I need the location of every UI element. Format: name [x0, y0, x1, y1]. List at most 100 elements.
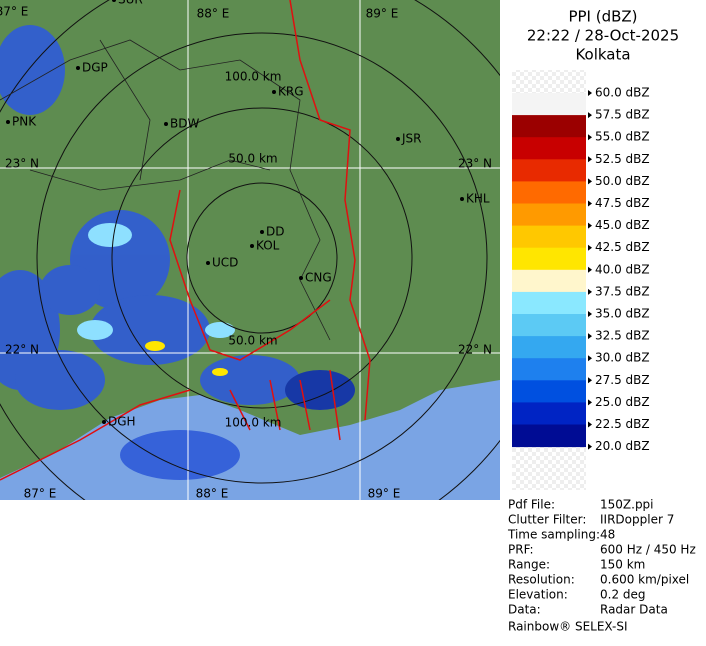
city-label: SUR [118, 0, 143, 7]
sea [0, 380, 500, 500]
city-dot [396, 137, 400, 141]
city-label: PNK [12, 115, 37, 129]
legend-label: 27.5 dBZ [595, 373, 650, 387]
legend-label: 22.5 dBZ [595, 417, 650, 431]
grid-label: 22° N [458, 343, 492, 357]
range-label: 50.0 km [228, 152, 277, 166]
legend-label: 20.0 dBZ [595, 439, 650, 453]
range-label: 100.0 km [225, 70, 282, 84]
range-rings [0, 0, 500, 500]
city-dot [6, 120, 10, 124]
city-label: DGH [108, 415, 136, 429]
city-label: DGP [82, 61, 108, 75]
legend-label: 30.0 dBZ [595, 351, 650, 365]
info-value: 48 [600, 528, 615, 542]
legend-label: 57.5 dBZ [595, 108, 650, 122]
legend-label: 45.0 dBZ [595, 218, 650, 232]
tick-arrow [588, 156, 592, 163]
color-band [512, 115, 586, 138]
legend-label: 32.5 dBZ [595, 329, 650, 343]
legend-label: 55.0 dBZ [595, 130, 650, 144]
grid-label: 88° E [197, 7, 230, 21]
legend-label: 47.5 dBZ [595, 196, 650, 210]
city-dot [164, 122, 168, 126]
grid-label: 89° E [366, 7, 399, 21]
tick-arrow [588, 377, 592, 384]
range-label: 50.0 km [228, 334, 277, 348]
grid-label: 89° E [368, 487, 401, 501]
tick-arrow [588, 288, 592, 295]
info-key: Clutter Filter: [508, 513, 586, 527]
tick-arrow [588, 443, 592, 450]
city-dot [272, 90, 276, 94]
legend-label: 37.5 dBZ [595, 284, 650, 298]
tick-arrow [588, 112, 592, 119]
tick-arrow [588, 311, 592, 317]
city-label: KRG [278, 85, 304, 99]
city-dot [112, 0, 116, 2]
color-band [512, 137, 586, 160]
tick-arrow [588, 355, 592, 362]
info-value: 150Z.ppi [600, 498, 654, 512]
radar-map: 87° E 88° E 89° E 23° N 23° N 22° N 22° N 87° E… [0, 0, 500, 501]
tick-arrow [588, 134, 592, 141]
info-value: 0.600 km/pixel [600, 573, 689, 587]
tick-arrow [588, 244, 592, 251]
city-label: JSR [401, 132, 422, 146]
city-dot [460, 197, 464, 201]
district-borders [0, 39, 331, 341]
color-band [512, 402, 586, 425]
grid-label: 87° E [24, 487, 57, 501]
info-value: 0.2 deg [600, 588, 646, 602]
color-band [512, 269, 586, 293]
tick-arrow [588, 178, 592, 185]
legend-label: 25.0 dBZ [595, 395, 650, 409]
color-band [512, 424, 586, 448]
city-dot [102, 420, 106, 424]
city-label: UCD [212, 256, 238, 270]
city-dot [299, 276, 303, 280]
rain-heavy [145, 341, 228, 376]
city-dot [76, 66, 80, 70]
legend-label: 52.5 dBZ [595, 152, 650, 166]
legend-label: 42.5 dBZ [595, 240, 650, 254]
graticule [0, 0, 500, 500]
color-band [512, 336, 586, 359]
tick-arrow [588, 333, 592, 340]
tick-arrow [588, 421, 592, 428]
info-key: Data: [508, 603, 541, 617]
info-value: Radar Data [600, 603, 668, 617]
color-band [512, 181, 586, 204]
grid-label: 23° N [5, 157, 39, 171]
range-label: 100.0 km [225, 416, 282, 430]
tick-arrow [588, 222, 592, 229]
city-label: KHL [466, 192, 490, 206]
legend-label: 40.0 dBZ [595, 262, 650, 276]
footer: Rainbow® SELEX-SI [508, 620, 628, 634]
grid-label: 88° E [196, 487, 229, 501]
legend-label: 60.0 dBZ [595, 86, 650, 100]
color-band [512, 247, 586, 271]
tick-arrow [588, 399, 592, 406]
info-value: 150 km [600, 558, 645, 572]
info-panel: Pdf File: 150Z.ppi Clutter Filter: IIRDoppl… [507, 498, 696, 634]
datetime: 22:22 / 28-Oct-2025 [527, 27, 679, 45]
city-label: BDW [170, 117, 199, 131]
tick-arrow [588, 200, 592, 207]
info-value: IIRDoppler 7 [600, 513, 674, 527]
info-key: Elevation: [508, 588, 568, 602]
city-label: CNG [305, 271, 332, 285]
info-key: PRF: [508, 543, 534, 557]
city-dot [260, 230, 264, 234]
rain-echoes [0, 25, 355, 480]
city-label: KOL [256, 239, 280, 253]
color-band [512, 314, 586, 337]
color-band [512, 203, 586, 227]
color-band [512, 380, 586, 403]
title: PPI (dBZ) [568, 8, 637, 26]
info-key: Pdf File: [508, 498, 555, 512]
info-key: Time sampling: [507, 528, 600, 542]
city-dot [206, 261, 210, 265]
color-band [512, 358, 586, 381]
